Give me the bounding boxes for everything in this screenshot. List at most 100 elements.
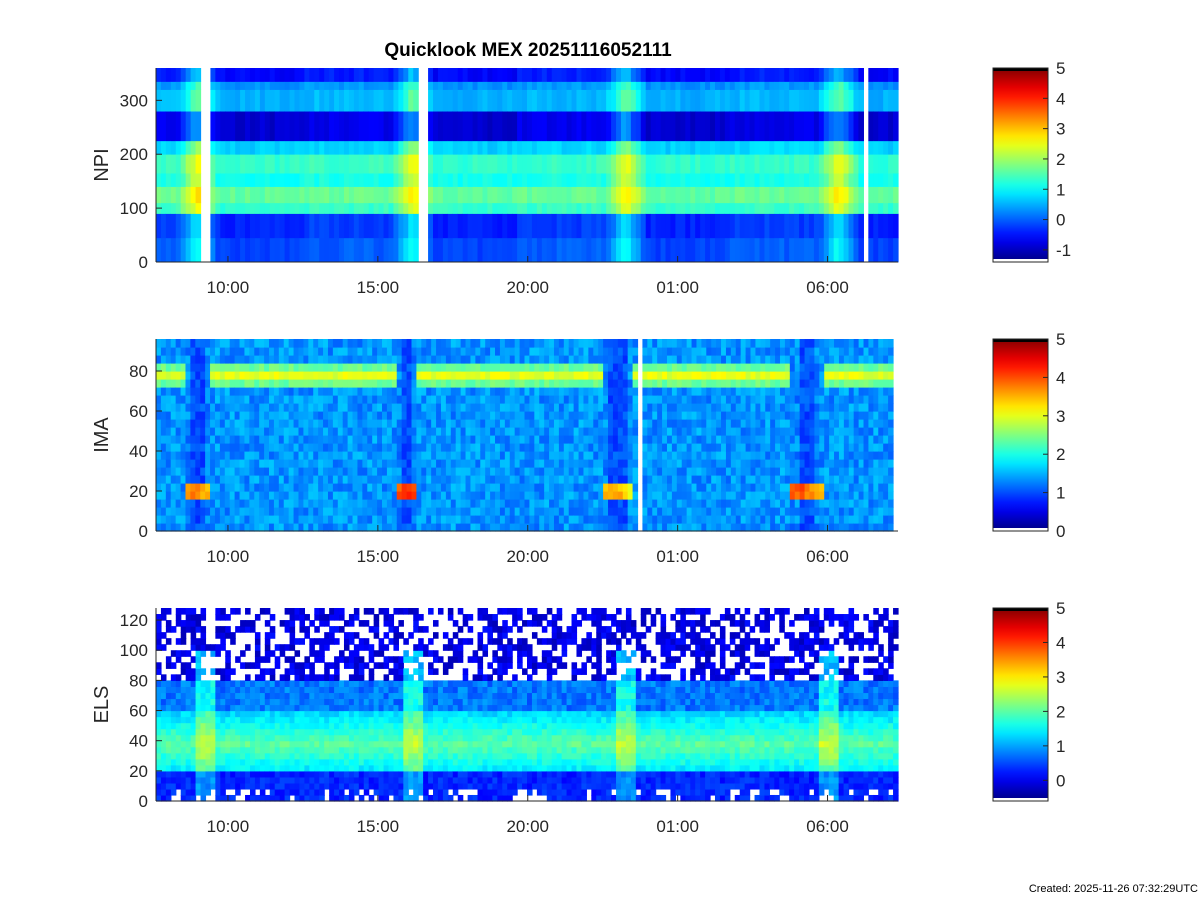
npi-cell: [452, 81, 459, 90]
ima-cell: [318, 411, 324, 420]
ima-cell: [318, 427, 324, 436]
npi-cell: [264, 213, 271, 239]
ima-cell: [519, 379, 526, 388]
ima-cell: [342, 411, 349, 420]
ima-cell: [396, 451, 403, 460]
ima-cell: [377, 443, 383, 452]
ima-cell: [386, 483, 393, 492]
ima-cell: [303, 483, 309, 492]
ima-cell: [391, 363, 398, 372]
npi-cell: [705, 68, 711, 82]
npi-cell: [759, 186, 766, 204]
npi-cell: [472, 111, 479, 142]
ima-cell: [588, 419, 594, 428]
ima-cell: [676, 403, 683, 412]
ima-cell: [553, 451, 560, 460]
ima-cell: [843, 443, 850, 452]
ima-cell: [686, 379, 693, 388]
npi-cell: [210, 111, 216, 142]
ima-cell: [283, 491, 290, 500]
npi-cell: [551, 68, 558, 82]
ima-cell: [239, 523, 246, 532]
ima-cell: [195, 403, 201, 412]
npi-cell: [893, 202, 899, 214]
npi-cell: [235, 213, 241, 239]
npi-cell: [324, 213, 330, 239]
colorbar-gradient: [993, 68, 1048, 262]
npi-cell: [536, 89, 543, 112]
ima-cell: [269, 435, 275, 444]
npi-cell: [452, 237, 459, 263]
npi-cell: [527, 154, 533, 174]
ima-cell: [549, 379, 555, 388]
ima-cell: [657, 379, 663, 388]
ima-cell: [804, 523, 811, 532]
npi-cell: [452, 111, 459, 142]
ima-cell: [681, 427, 688, 436]
ima-cell: [421, 395, 427, 404]
ima-cell: [200, 411, 206, 420]
ima-cell: [549, 347, 555, 356]
ima-cell: [603, 451, 609, 460]
ima-cell: [814, 515, 820, 524]
npi-cell: [343, 186, 350, 204]
ima-cell: [681, 515, 688, 524]
ima-cell: [426, 355, 432, 364]
ima-cell: [632, 411, 639, 420]
ima-cell: [666, 451, 673, 460]
ima-cell: [671, 435, 678, 444]
ima-cell: [180, 339, 187, 348]
ima-cell: [445, 435, 452, 444]
ima-cell: [396, 443, 403, 452]
ima-cell: [318, 491, 324, 500]
ima-cell: [657, 515, 663, 524]
ima-cell: [509, 347, 516, 356]
npi-cell: [888, 173, 894, 187]
ima-cell: [337, 467, 344, 476]
npi-cell: [630, 81, 637, 90]
npi-cell: [700, 186, 706, 204]
ima-cell: [789, 475, 796, 484]
npi-cell: [596, 111, 602, 142]
npi-cell: [487, 154, 493, 174]
ima-cell: [711, 467, 717, 476]
npi-cell: [724, 111, 731, 142]
ima-cell: [779, 451, 786, 460]
ima-cell: [662, 459, 668, 468]
ima-cell: [382, 411, 388, 420]
ima-cell: [475, 483, 481, 492]
ima-cell: [509, 515, 516, 524]
npi-cell: [457, 173, 464, 187]
ima-cell: [273, 355, 280, 364]
npi-cell: [190, 173, 197, 187]
ima-cell: [214, 427, 221, 436]
ima-cell: [608, 515, 614, 524]
ima-cell: [426, 363, 432, 372]
ima-cell: [332, 355, 339, 364]
npi-cell: [556, 237, 563, 263]
npi-cell: [348, 173, 355, 187]
ima-cell: [249, 395, 255, 404]
npi-cell: [259, 173, 266, 187]
npi-cell: [487, 140, 493, 155]
ima-cell: [819, 475, 825, 484]
ima-cell: [745, 459, 752, 468]
ima-cell: [485, 363, 491, 372]
ima-cell: [303, 371, 309, 380]
ima-cell: [170, 395, 177, 404]
ima-cell: [834, 387, 840, 396]
ima-cell: [671, 371, 678, 380]
ima-cell: [303, 363, 309, 372]
ima-cell: [475, 435, 481, 444]
npi-cell: [358, 202, 365, 214]
ima-cell: [549, 435, 555, 444]
ima-cell: [323, 451, 329, 460]
ima-cell: [814, 419, 820, 428]
ima-cell: [647, 451, 653, 460]
ima-cell: [519, 443, 526, 452]
ima-cell: [313, 515, 319, 524]
ima-cell: [234, 339, 241, 348]
ima-cell: [608, 491, 614, 500]
npi-cell: [403, 154, 409, 174]
ima-cell: [224, 483, 231, 492]
